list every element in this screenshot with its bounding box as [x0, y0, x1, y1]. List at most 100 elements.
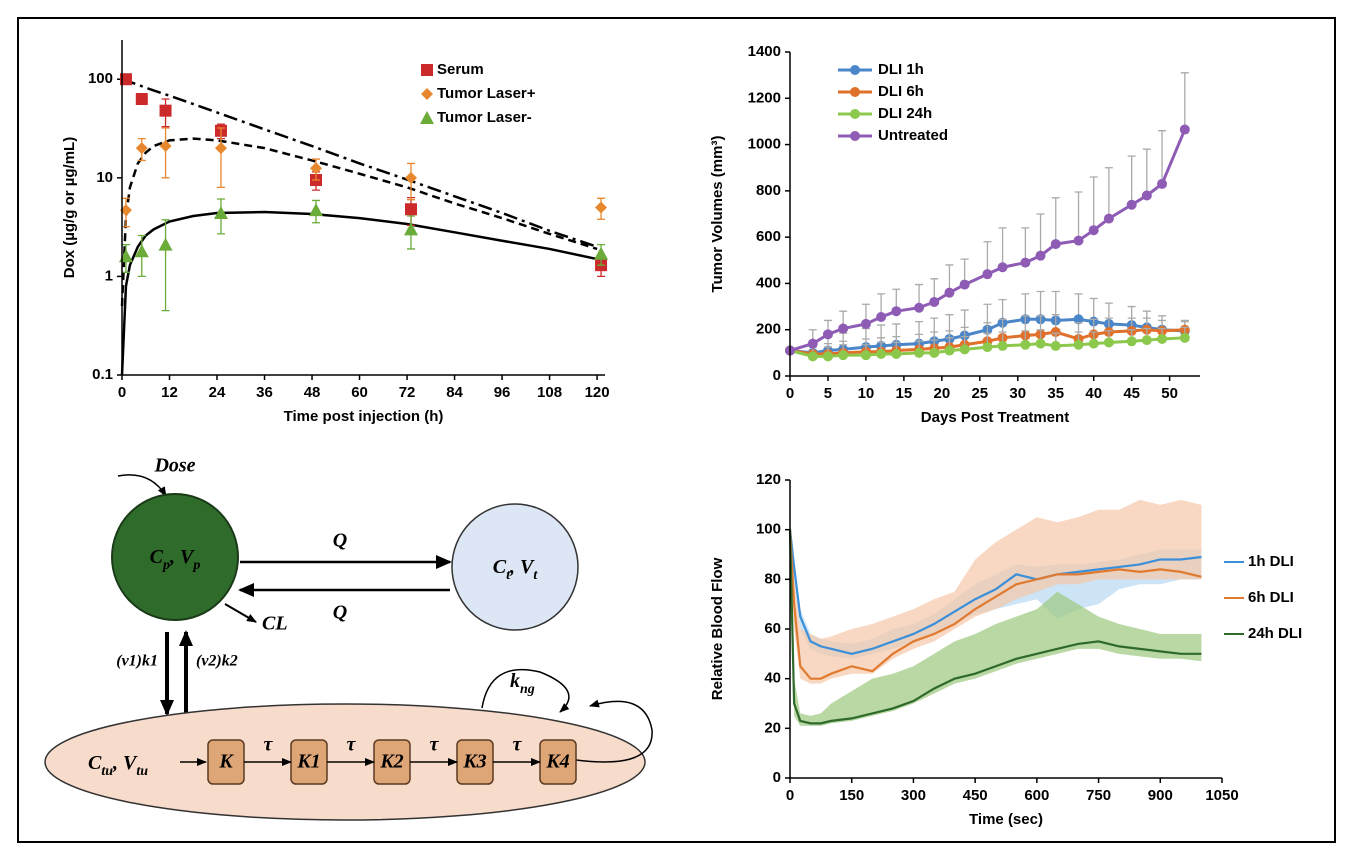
- x-axis-title: Days Post Treatment: [921, 409, 1069, 426]
- marker: [134, 244, 149, 258]
- x-tick-label: 35: [1047, 385, 1064, 402]
- y-tick-label: 0: [773, 769, 781, 786]
- label-subscript: ng: [520, 682, 535, 697]
- x-tick-label: 60: [351, 384, 368, 401]
- legend-label: Tumor Laser-: [437, 109, 532, 126]
- marker: [850, 131, 860, 141]
- y-axis-title: Dox (µg/g or µg/mL): [61, 137, 78, 278]
- error-bar: [1021, 227, 1030, 263]
- transit-label: K1: [296, 751, 320, 773]
- marker: [594, 246, 609, 260]
- y-tick-label: 0.1: [92, 366, 113, 383]
- marker: [420, 111, 434, 124]
- series-line: [788, 529, 1202, 725]
- q-back-label: Q: [333, 602, 347, 624]
- x-tick-label: 600: [1024, 787, 1049, 804]
- central-label: Cp, Vp: [150, 546, 201, 573]
- transit-label: K4: [545, 751, 569, 773]
- marker: [838, 323, 849, 334]
- marker: [914, 347, 925, 358]
- y-tick-label: 1: [105, 267, 113, 284]
- marker: [822, 329, 833, 340]
- legend-label: 24h DLI: [1248, 625, 1302, 642]
- k2-label: (v2)k2: [196, 653, 238, 670]
- label-subscript: tu: [101, 764, 113, 779]
- error-bar: [998, 227, 1007, 268]
- marker: [850, 109, 860, 119]
- central-compartment: [111, 493, 239, 621]
- marker: [421, 88, 433, 100]
- dose-label: Dose: [153, 455, 195, 477]
- x-tick-label: 15: [896, 385, 913, 402]
- x-axis-title: Time (sec): [969, 811, 1043, 828]
- error-bar: [1127, 155, 1136, 205]
- y-tick-label: 60: [764, 620, 781, 637]
- marker: [982, 342, 993, 353]
- marker: [850, 65, 860, 75]
- marker: [1020, 257, 1031, 268]
- delay-label: τ: [264, 734, 274, 756]
- label-subscript: p: [192, 558, 200, 573]
- marker: [421, 64, 433, 76]
- error-bar: [1104, 167, 1113, 219]
- error-bar: [1142, 148, 1151, 196]
- clearance-label: CL: [262, 613, 288, 635]
- q-forward-label: Q: [333, 530, 347, 552]
- x-tick-label: 1050: [1205, 787, 1238, 804]
- legend-label: DLI 6h: [878, 83, 924, 100]
- label-part: , V: [169, 546, 195, 568]
- x-tick-label: 750: [1086, 787, 1111, 804]
- x-tick-label: 45: [1123, 385, 1140, 402]
- series-line: [788, 529, 1202, 680]
- x-tick-label: 96: [494, 384, 511, 401]
- y-axis-title: Relative Blood Flow: [709, 557, 726, 700]
- marker: [1073, 314, 1084, 325]
- error-bar: [216, 127, 225, 189]
- label-part: C: [493, 556, 507, 578]
- y-tick-label: 100: [756, 521, 781, 538]
- marker: [1103, 213, 1114, 224]
- legend-label: DLI 24h: [878, 105, 932, 122]
- marker: [1179, 332, 1190, 343]
- marker: [135, 93, 148, 106]
- label-part: C: [88, 752, 102, 774]
- legend-label: Untreated: [878, 127, 948, 144]
- pk-diagram: K K1 K2 K3 K4τ τ τ τ Dose Q Q CL (v1)k1 (v2)k2 …: [44, 455, 653, 821]
- x-tick-label: 300: [901, 787, 926, 804]
- x-tick-label: 20: [934, 385, 951, 402]
- legend-label: Serum: [437, 61, 484, 78]
- marker: [309, 162, 322, 175]
- error-bar: [1180, 72, 1189, 130]
- marker: [1103, 337, 1114, 348]
- error-bar: [1158, 130, 1167, 184]
- marker: [860, 318, 871, 329]
- x-tick-label: 72: [399, 384, 416, 401]
- delay-label: τ: [430, 734, 440, 756]
- marker: [876, 349, 887, 360]
- marker: [944, 345, 955, 356]
- transit-label: K: [218, 751, 234, 773]
- transit-label: K3: [462, 751, 486, 773]
- x-tick-label: 12: [161, 384, 178, 401]
- marker: [929, 347, 940, 358]
- marker: [997, 340, 1008, 351]
- y-tick-label: 20: [764, 719, 781, 736]
- marker: [1020, 339, 1031, 350]
- y-tick-label: 0: [773, 367, 781, 384]
- marker: [1035, 338, 1046, 349]
- y-axis-title: Tumor Volumes (mm³): [709, 136, 726, 293]
- marker: [158, 237, 173, 251]
- marker: [159, 140, 172, 153]
- x-tick-label: 48: [304, 384, 321, 401]
- marker: [929, 296, 940, 307]
- marker: [1141, 190, 1152, 201]
- x-tick-label: 108: [537, 384, 562, 401]
- marker: [405, 203, 418, 216]
- marker: [595, 201, 608, 214]
- x-axis-title: Time post injection (h): [284, 408, 444, 425]
- label-subscript: tu: [136, 764, 148, 779]
- x-tick-label: 120: [585, 384, 610, 401]
- arrow-clearance: [224, 603, 257, 623]
- marker: [838, 350, 849, 361]
